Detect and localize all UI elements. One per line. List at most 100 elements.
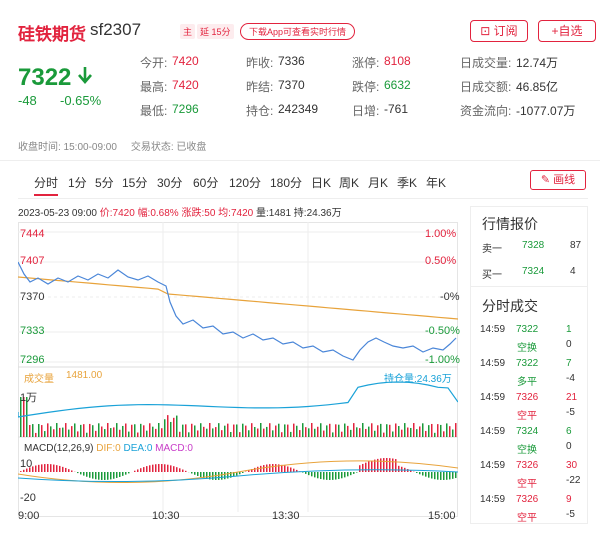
tab-5[interactable]: 60分 [193, 176, 219, 190]
volume-bar [104, 429, 106, 437]
macd-bar [185, 470, 187, 472]
macd-bar [401, 466, 403, 472]
volume-bar [179, 431, 181, 437]
tab-6[interactable]: 120分 [229, 176, 262, 190]
down-arrow-icon [78, 67, 92, 84]
tab-3[interactable]: 15分 [122, 176, 148, 190]
macd-bar [326, 472, 328, 480]
macd-bar [248, 470, 250, 472]
orderbook-label: 卖一 [482, 244, 502, 255]
volume-bar [77, 431, 79, 437]
quote-value: 8108 [384, 54, 411, 68]
quote-label: 最低: [140, 104, 168, 118]
volume-bar [200, 423, 202, 437]
tab-7[interactable]: 180分 [270, 176, 303, 190]
volume-bar [299, 430, 301, 437]
trade-price: 7322 [516, 324, 539, 335]
tab-9[interactable]: 周K [339, 176, 360, 190]
orderbook-qty: 4 [570, 266, 576, 277]
tab-0[interactable]: 分时 [34, 174, 59, 196]
macd-bar [290, 467, 292, 472]
price-change: -48 [18, 93, 37, 108]
volume-bar [284, 424, 286, 437]
volume-bar [380, 423, 382, 437]
macd-bar [296, 469, 298, 472]
macd-bar [29, 467, 31, 472]
add-watchlist-button[interactable]: +自选 [538, 20, 596, 42]
quote-value: -1077.07万 [516, 104, 576, 118]
volume-bar [371, 423, 373, 437]
volume-bar [260, 423, 262, 437]
volume-bar [143, 425, 145, 437]
volume-bar [29, 424, 31, 437]
macd-bar [107, 472, 109, 480]
download-app-button[interactable]: 下载App可查看实时行情 [240, 23, 356, 40]
average-price-path [18, 276, 458, 320]
volume-bar [320, 423, 322, 437]
macd-bar [59, 465, 61, 472]
volume-bar [164, 419, 166, 437]
info-volume: 量:1481 [255, 208, 292, 219]
time-label: 9:00 [18, 510, 40, 522]
quote-value: 7296 [172, 102, 199, 116]
info-oi: 持:24.36万 [293, 208, 342, 219]
volume-bar [344, 423, 346, 437]
volume-bar [80, 424, 82, 437]
macd-bar [428, 472, 430, 478]
macd-bar [161, 464, 163, 472]
price-axis-label: 7407 [20, 255, 45, 267]
macd-bar [110, 472, 112, 480]
macd-bar [440, 472, 442, 480]
macd-bar [443, 472, 445, 480]
quote-label: 日成交量: [460, 56, 512, 70]
trade-delta: 0 [566, 339, 572, 350]
volume-bar [140, 423, 142, 437]
macd-bar [395, 459, 397, 472]
macd-dif: DIF:0 [96, 443, 121, 454]
draw-line-button[interactable]: ✎ 画线 [530, 170, 586, 190]
volume-bar [194, 425, 196, 437]
macd-bar [83, 472, 85, 476]
subscribe-button[interactable]: ⊡ 订阅 [470, 20, 528, 42]
tab-4[interactable]: 30分 [157, 176, 183, 190]
volume-axis-label: 1万 [20, 392, 38, 404]
macd-bar [62, 466, 64, 472]
tab-11[interactable]: 季K [397, 176, 418, 190]
volume-bar [239, 432, 241, 437]
orderbook-price: 7324 [522, 266, 545, 277]
volume-bar [443, 431, 445, 437]
volume-bar [332, 432, 334, 437]
macd-bar [194, 472, 196, 475]
volume-bar [188, 432, 190, 437]
volume-bar [35, 432, 37, 437]
trade-time: 14:59 [480, 324, 506, 335]
macd-axis-bottom: -20 [20, 492, 36, 504]
intraday-chart[interactable] [18, 222, 458, 522]
volume-bar [257, 428, 259, 437]
macd-bar [329, 472, 331, 480]
quote-value: 12.74万 [516, 56, 559, 70]
tab-8[interactable]: 日K [311, 176, 332, 190]
trade-price: 7324 [516, 426, 539, 437]
volume-bar [74, 423, 76, 437]
open-interest-path [18, 381, 458, 418]
volume-bar [209, 423, 211, 437]
price-path [18, 261, 457, 361]
price-axis-label: 7296 [20, 354, 45, 366]
tab-1[interactable]: 1分 [68, 176, 87, 190]
quote-value: -761 [384, 102, 409, 116]
info-change: 涨跌:50 [181, 208, 216, 219]
tab-10[interactable]: 月K [368, 176, 389, 190]
macd-bar [155, 464, 157, 472]
volume-bar [326, 425, 328, 437]
volume-bar [377, 425, 379, 437]
pct-axis-label: -0% [440, 291, 460, 303]
open-interest-line [18, 381, 458, 418]
quote-label: 今开: [140, 56, 168, 70]
macd-bar [221, 472, 223, 480]
macd-bar [338, 472, 340, 480]
macd-bar [50, 464, 52, 472]
tab-2[interactable]: 5分 [95, 176, 114, 190]
tab-12[interactable]: 年K [426, 176, 447, 190]
volume-bar [206, 428, 208, 437]
